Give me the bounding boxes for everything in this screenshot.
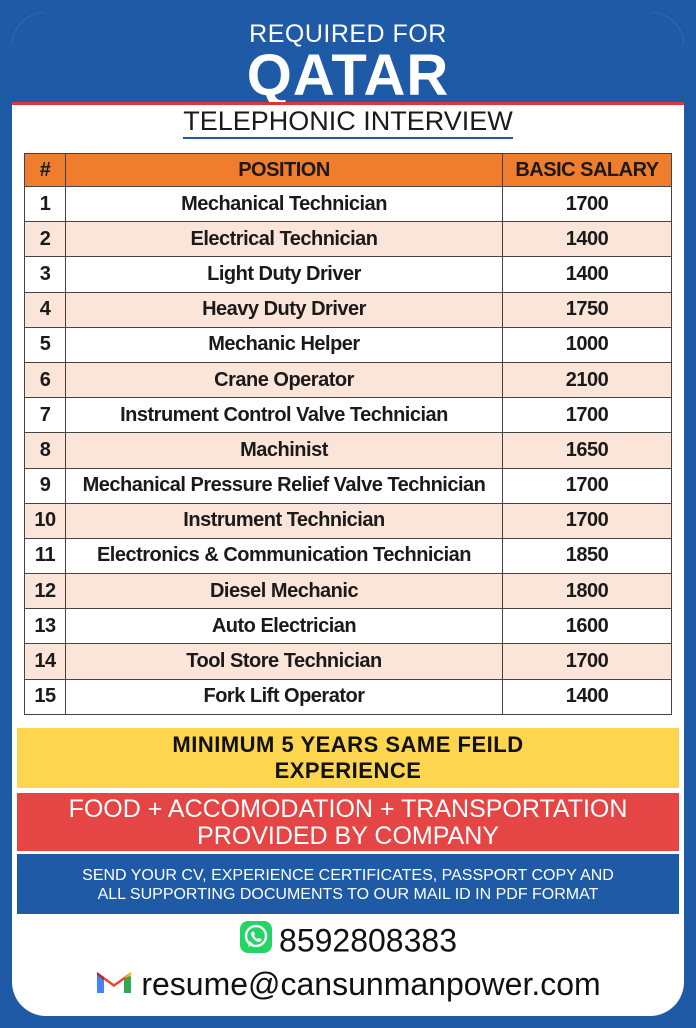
- table-row: 5 Mechanic Helper 1000: [24, 326, 672, 363]
- cell-position: Instrument Control Valve Technician: [65, 397, 503, 434]
- header-divider: [12, 102, 684, 105]
- table-row: 1 Mechanical Technician 1700: [24, 185, 672, 223]
- table-row: 2 Electrical Technician 1400: [24, 221, 672, 258]
- cell-position: Heavy Duty Driver: [65, 291, 503, 328]
- table-header-row: # POSITION BASIC SALARY: [24, 153, 672, 187]
- cell-position: Electrical Technician: [65, 221, 503, 258]
- email-address[interactable]: resume@cansunmanpower.com: [141, 966, 601, 1003]
- cell-position: Fork Lift Operator: [65, 678, 503, 715]
- column-header-number: #: [24, 153, 66, 187]
- table-row: 12 Diesel Mechanic 1800: [24, 573, 672, 610]
- cell-position: Light Duty Driver: [65, 256, 503, 293]
- cell-position: Electronics & Communication Technician: [65, 537, 503, 575]
- cell-number: 8: [24, 432, 66, 469]
- cell-salary: 1850: [502, 537, 672, 575]
- cell-number: 3: [24, 256, 66, 293]
- table-row: 3 Light Duty Driver 1400: [24, 256, 672, 293]
- cell-number: 6: [24, 361, 66, 399]
- cell-number: 7: [24, 397, 66, 434]
- table-body: 1 Mechanical Technician 1700 2 Electrical Te…: [24, 185, 672, 715]
- instructions-line-2: ALL SUPPORTING DOCUMENTS TO OUR MAIL ID …: [97, 886, 599, 903]
- cell-number: 4: [24, 291, 66, 328]
- table-row: 13 Auto Electrician 1600: [24, 608, 672, 645]
- cell-position: Mechanical Technician: [65, 185, 503, 223]
- positions-table: # POSITION BASIC SALARY 1 Mechanical Tech…: [24, 153, 672, 715]
- cell-position: Tool Store Technician: [65, 643, 503, 680]
- cell-salary: 1400: [502, 221, 672, 258]
- cell-number: 10: [24, 502, 66, 539]
- benefits-line-1: FOOD + ACCOMODATION + TRANSPORTATION: [68, 795, 628, 823]
- cell-position: Mechanic Helper: [65, 326, 503, 363]
- cell-salary: 1400: [502, 678, 672, 715]
- column-header-position: POSITION: [65, 153, 503, 187]
- cell-salary: 1400: [502, 256, 672, 293]
- interview-type: TELEPHONIC INTERVIEW: [12, 106, 684, 139]
- cell-position: Machinist: [65, 432, 503, 469]
- country-title: QATAR: [246, 43, 450, 108]
- cell-position: Diesel Mechanic: [65, 573, 503, 610]
- whatsapp-icon: [239, 920, 273, 962]
- cell-number: 13: [24, 608, 66, 645]
- cell-number: 1: [24, 185, 66, 223]
- instructions-line-1: SEND YOUR CV, EXPERIENCE CERTIFICATES, P…: [82, 867, 614, 884]
- table-row: 15 Fork Lift Operator 1400: [24, 678, 672, 715]
- cell-number: 12: [24, 573, 66, 610]
- cell-number: 5: [24, 326, 66, 363]
- cell-salary: 1000: [502, 326, 672, 363]
- cell-salary: 1700: [502, 643, 672, 680]
- table-row: 7 Instrument Control Valve Technician 1700: [24, 397, 672, 434]
- cell-position: Auto Electrician: [65, 608, 503, 645]
- table-row: 4 Heavy Duty Driver 1750: [24, 291, 672, 328]
- gmail-icon: [95, 966, 133, 1004]
- instructions-band: SEND YOUR CV, EXPERIENCE CERTIFICATES, P…: [17, 854, 679, 914]
- experience-line-1: MINIMUM 5 YEARS SAME FEILD: [172, 732, 524, 757]
- cell-number: 15: [24, 678, 66, 715]
- cell-position: Mechanical Pressure Relief Valve Technic…: [65, 467, 503, 504]
- table-row: 11 Electronics & Communication Technician…: [24, 537, 672, 575]
- cell-salary: 1700: [502, 397, 672, 434]
- poster-card: REQUIRED FOR QATAR TELEPHONIC INTERVIEW …: [12, 12, 684, 1016]
- table-row: 6 Crane Operator 2100: [24, 361, 672, 399]
- benefits-band: FOOD + ACCOMODATION + TRANSPORTATION PRO…: [17, 793, 679, 851]
- required-for-label: REQUIRED FOR: [249, 20, 447, 48]
- cell-position: Instrument Technician: [65, 502, 503, 539]
- cell-number: 14: [24, 643, 66, 680]
- interview-type-label: TELEPHONIC INTERVIEW: [183, 106, 513, 139]
- cell-number: 11: [24, 537, 66, 575]
- phone-number[interactable]: 8592808383: [279, 922, 457, 959]
- benefits-line-2: PROVIDED BY COMPANY: [197, 822, 499, 850]
- cell-salary: 1750: [502, 291, 672, 328]
- cell-salary: 1650: [502, 432, 672, 469]
- cell-salary: 2100: [502, 361, 672, 399]
- phone-contact[interactable]: 8592808383: [12, 920, 684, 964]
- table-row: 9 Mechanical Pressure Relief Valve Techni…: [24, 467, 672, 504]
- column-header-salary: BASIC SALARY: [502, 153, 672, 187]
- cell-salary: 1700: [502, 502, 672, 539]
- cell-number: 9: [24, 467, 66, 504]
- cell-salary: 1700: [502, 185, 672, 223]
- cell-number: 2: [24, 221, 66, 258]
- header-banner: REQUIRED FOR QATAR: [12, 12, 684, 108]
- table-row: 14 Tool Store Technician 1700: [24, 643, 672, 680]
- cell-salary: 1600: [502, 608, 672, 645]
- experience-band: MINIMUM 5 YEARS SAME FEILD EXPERIENCE: [17, 728, 679, 788]
- email-contact[interactable]: resume@cansunmanpower.com: [12, 964, 684, 1008]
- experience-line-2: EXPERIENCE: [274, 758, 422, 783]
- cell-salary: 1700: [502, 467, 672, 504]
- cell-salary: 1800: [502, 573, 672, 610]
- table-row: 10 Instrument Technician 1700: [24, 502, 672, 539]
- table-row: 8 Machinist 1650: [24, 432, 672, 469]
- cell-position: Crane Operator: [65, 361, 503, 399]
